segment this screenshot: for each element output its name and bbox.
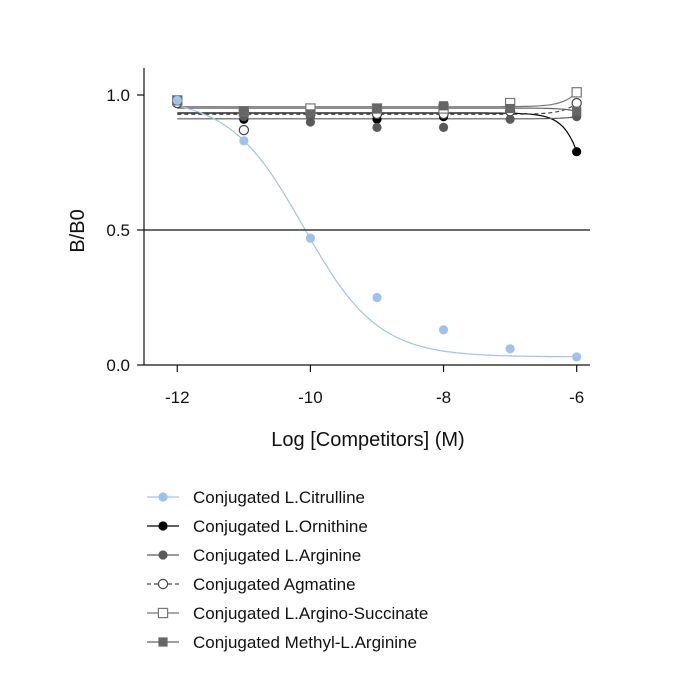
- data-point-conjugated-agmatine: [238, 124, 250, 136]
- data-point-conjugated-methyl-l-arginine: [572, 106, 582, 116]
- data-point-conjugated-methyl-l-arginine: [372, 103, 382, 114]
- x-axis-label: Log [Competitors] (M): [271, 429, 464, 451]
- data-point-conjugated-l-citrulline: [305, 233, 316, 243]
- legend-marker-conjugated-l-ornithine: [158, 521, 168, 531]
- x-tick-label: -12: [165, 388, 190, 407]
- legend-marker-conjugated-agmatine: [157, 578, 169, 590]
- data-point-conjugated-l-arginine: [372, 122, 382, 132]
- y-tick-label: 1.0: [106, 86, 130, 105]
- legend-label-conjugated-l-arginine: Conjugated L.Arginine: [193, 546, 361, 565]
- x-tick-label: -8: [436, 388, 451, 407]
- x-tick-label: -10: [298, 388, 323, 407]
- data-point-conjugated-l-citrulline: [572, 352, 582, 362]
- legend-marker-conjugated-methyl-l-arginine: [158, 637, 168, 647]
- legend-label-conjugated-methyl-l-arginine: Conjugated Methyl-L.Arginine: [193, 633, 417, 652]
- y-tick-label: 0.0: [106, 356, 130, 375]
- legend-label-conjugated-l-argino-succinate: Conjugated L.Argino-Succinate: [193, 604, 428, 623]
- data-point-conjugated-l-arginine: [438, 122, 449, 132]
- legend-marker-conjugated-l-citrulline: [158, 492, 168, 502]
- x-tick-label: -6: [569, 388, 584, 407]
- y-tick-label: 0.5: [106, 221, 130, 240]
- data-point-conjugated-l-citrulline: [372, 292, 382, 303]
- legend-marker-conjugated-l-arginine: [158, 550, 168, 560]
- legend-label-conjugated-l-ornithine: Conjugated L.Ornithine: [193, 517, 368, 536]
- data-point-conjugated-l-arginine: [505, 114, 515, 124]
- data-point-conjugated-agmatine: [571, 97, 582, 109]
- data-point-conjugated-methyl-l-arginine: [505, 103, 515, 114]
- data-point-conjugated-l-citrulline: [172, 95, 182, 105]
- data-point-conjugated-l-citrulline: [438, 325, 449, 335]
- legend-label-conjugated-agmatine: Conjugated Agmatine: [193, 575, 356, 594]
- axes: 0.0 0.5 1.0 -12 -10 -8 -6: [106, 68, 590, 407]
- data-point-conjugated-l-arginine: [305, 117, 316, 127]
- data-point-conjugated-methyl-l-arginine: [239, 106, 249, 116]
- data-point-conjugated-l-argino-succinate: [571, 87, 582, 98]
- data-point-conjugated-l-citrulline: [239, 136, 249, 146]
- data-point-conjugated-methyl-l-arginine: [305, 109, 316, 119]
- legend: Conjugated L.Citrulline Conjugated L.Orni…: [147, 488, 428, 652]
- data-markers: [172, 87, 582, 362]
- legend-marker-conjugated-l-argino-succinate: [157, 607, 169, 619]
- data-point-conjugated-l-ornithine: [572, 147, 582, 157]
- data-point-conjugated-l-citrulline: [505, 344, 515, 354]
- y-axis-label: B/B0: [67, 209, 89, 252]
- legend-label-conjugated-l-citrulline: Conjugated L.Citrulline: [193, 488, 365, 507]
- data-point-conjugated-methyl-l-arginine: [438, 101, 449, 111]
